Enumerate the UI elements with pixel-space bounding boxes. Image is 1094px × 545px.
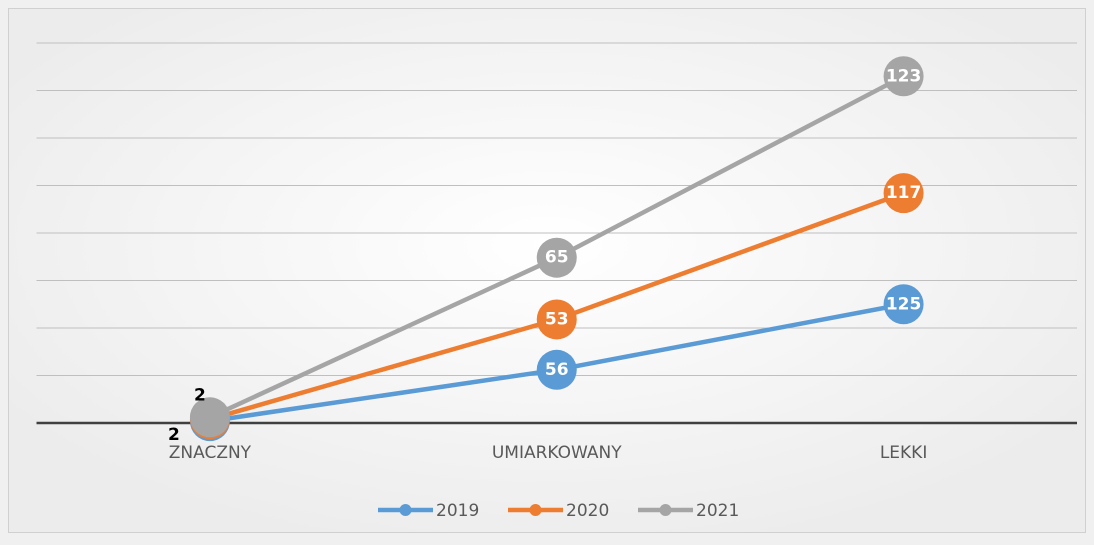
x-tick-label: UMIARKOWANY: [492, 443, 622, 463]
data-label: 123: [886, 66, 922, 86]
data-label: 117: [886, 183, 922, 203]
marker: [883, 173, 924, 214]
legend-label: 2020: [566, 501, 609, 521]
x-tick-label: LEKKI: [880, 443, 928, 463]
marker: [536, 237, 577, 278]
legend-marker: [399, 504, 412, 516]
marker: [536, 299, 577, 340]
legend-marker: [659, 504, 672, 516]
data-label: 56: [545, 360, 569, 380]
marker: [883, 284, 924, 325]
marker: [883, 56, 924, 97]
marker: [536, 349, 577, 390]
marker: [189, 397, 230, 438]
x-tick-label: ZNACZNY: [169, 443, 252, 463]
legend-label: 2019: [436, 501, 479, 521]
data-label: 53: [545, 309, 569, 329]
legend-marker: [529, 504, 542, 516]
data-label: 65: [545, 248, 569, 268]
legend-label: 2021: [696, 501, 739, 521]
data-label: 125: [886, 294, 922, 314]
data-label: 2: [168, 425, 180, 445]
data-label: 2: [194, 385, 206, 405]
